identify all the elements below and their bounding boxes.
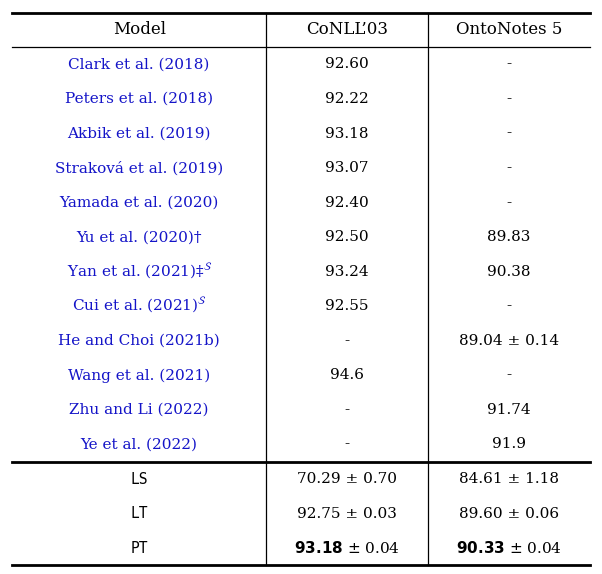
Text: Clark et al. (2018): Clark et al. (2018) bbox=[69, 57, 210, 71]
Text: -: - bbox=[506, 57, 512, 71]
Text: 92.55: 92.55 bbox=[326, 299, 369, 313]
Text: -: - bbox=[345, 334, 350, 348]
Text: 92.22: 92.22 bbox=[325, 92, 369, 106]
Text: Wang et al. (2021): Wang et al. (2021) bbox=[68, 368, 210, 383]
Text: -: - bbox=[506, 92, 512, 106]
Text: -: - bbox=[345, 403, 350, 417]
Text: He and Choi (2021b): He and Choi (2021b) bbox=[58, 334, 220, 348]
Text: Yamada et al. (2020): Yamada et al. (2020) bbox=[60, 196, 219, 210]
Text: LT: LT bbox=[131, 506, 148, 521]
Text: LS: LS bbox=[131, 471, 148, 487]
Text: 92.40: 92.40 bbox=[325, 196, 369, 210]
Text: Yan et al. (2021)‡$^{\mathcal{S}}$: Yan et al. (2021)‡$^{\mathcal{S}}$ bbox=[67, 262, 212, 282]
Text: PT: PT bbox=[131, 541, 148, 556]
Text: 93.24: 93.24 bbox=[326, 265, 369, 279]
Text: CoNLL’03: CoNLL’03 bbox=[306, 21, 388, 38]
Text: Akbik et al. (2019): Akbik et al. (2019) bbox=[67, 126, 211, 141]
Text: 93.18: 93.18 bbox=[326, 126, 369, 141]
Text: -: - bbox=[506, 196, 512, 210]
Text: $\mathbf{90.33}$ $\pm$ 0.04: $\mathbf{90.33}$ $\pm$ 0.04 bbox=[456, 540, 562, 556]
Text: 70.29 ± 0.70: 70.29 ± 0.70 bbox=[297, 472, 397, 486]
Text: -: - bbox=[506, 369, 512, 382]
Text: Cui et al. (2021)$^{\mathcal{S}}$: Cui et al. (2021)$^{\mathcal{S}}$ bbox=[72, 296, 206, 316]
Text: 90.38: 90.38 bbox=[487, 265, 531, 279]
Text: OntoNotes 5: OntoNotes 5 bbox=[456, 21, 562, 38]
Text: 92.75 ± 0.03: 92.75 ± 0.03 bbox=[297, 507, 397, 521]
Text: 89.04 ± 0.14: 89.04 ± 0.14 bbox=[459, 334, 559, 348]
Text: Zhu and Li (2022): Zhu and Li (2022) bbox=[69, 403, 209, 417]
Text: Yu et al. (2020)†: Yu et al. (2020)† bbox=[76, 230, 202, 244]
Text: 92.50: 92.50 bbox=[326, 230, 369, 244]
Text: 89.60 ± 0.06: 89.60 ± 0.06 bbox=[459, 507, 559, 521]
Text: Peters et al. (2018): Peters et al. (2018) bbox=[65, 92, 213, 106]
Text: -: - bbox=[506, 126, 512, 141]
Text: 93.07: 93.07 bbox=[326, 161, 369, 175]
Text: $\mathbf{93.18}$ $\pm$ 0.04: $\mathbf{93.18}$ $\pm$ 0.04 bbox=[294, 540, 400, 556]
Text: -: - bbox=[345, 437, 350, 452]
Text: -: - bbox=[506, 299, 512, 313]
Text: 91.74: 91.74 bbox=[487, 403, 531, 417]
Text: 84.61 ± 1.18: 84.61 ± 1.18 bbox=[459, 472, 559, 486]
Text: 92.60: 92.60 bbox=[325, 57, 369, 71]
Text: 94.6: 94.6 bbox=[330, 369, 364, 382]
Text: 89.83: 89.83 bbox=[488, 230, 531, 244]
Text: 91.9: 91.9 bbox=[492, 437, 526, 452]
Text: Model: Model bbox=[113, 21, 166, 38]
Text: -: - bbox=[506, 161, 512, 175]
Text: Ye et al. (2022): Ye et al. (2022) bbox=[81, 437, 197, 452]
Text: Straková et al. (2019): Straková et al. (2019) bbox=[55, 161, 223, 175]
